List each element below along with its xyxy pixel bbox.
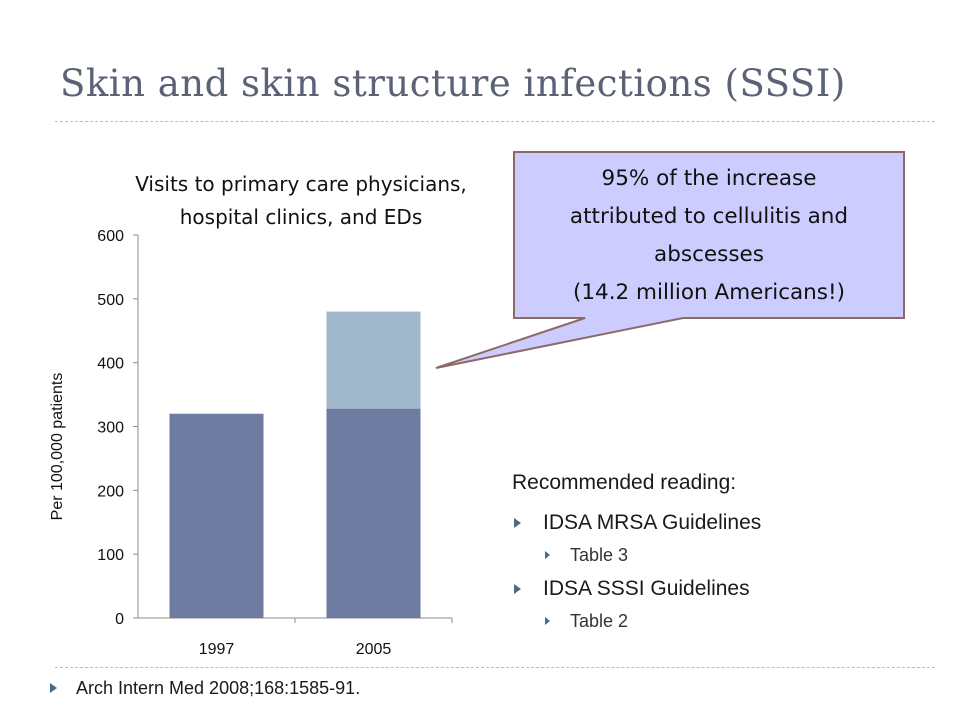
bullet-triangle-icon [514,584,521,594]
y-axis-label: Per 100,000 patients [49,373,66,521]
title-divider [55,121,935,122]
y-tick-label: 600 [97,228,124,245]
reading-subitem: Table 3 [512,544,932,566]
citation: Arch Intern Med 2008;168:1585-91. [50,677,360,699]
reading-subitem: Table 2 [512,610,932,632]
reading-item-label: IDSA MRSA Guidelines [543,511,762,534]
bullet-triangle-icon [514,518,521,528]
y-tick-label: 300 [97,420,124,437]
reading-subitem-label: Table 3 [570,545,629,565]
footer-divider [55,667,935,668]
recommended-reading: Recommended reading: IDSA MRSA Guideline… [512,470,932,642]
bar-segment [169,413,264,618]
chart-title: Visits to primary care physicians, hospi… [135,172,467,229]
reading-item: IDSA MRSA Guidelines [512,510,932,536]
y-tick-label: 200 [97,483,124,500]
reading-heading: Recommended reading: [512,471,737,494]
reading-item-label: IDSA SSSI Guidelines [543,577,750,600]
callout-line: abscesses [654,242,764,267]
bar-segment [326,408,421,618]
bullet-triangle-icon [50,683,57,693]
x-tick-label: 2005 [356,641,392,658]
callout-line: attributed to cellulitis and [569,204,849,229]
callout-line: 95% of the increase [601,166,817,191]
chart-bars [169,311,421,618]
y-tick-label: 0 [115,611,124,628]
slide-title: Skin and skin structure infections (SSSI… [60,62,846,105]
reading-item: IDSA SSSI Guidelines [512,576,932,602]
callout-bubble [435,151,905,369]
citation-text: Arch Intern Med 2008;168:1585-91. [76,678,361,698]
y-tick-label: 500 [97,292,124,309]
y-tick-label: 100 [97,547,124,564]
callout-text: 95% of the increase attributed to cellul… [516,160,902,312]
callout-line: (14.2 million Americans!) [572,280,846,305]
reading-subitem-label: Table 2 [570,611,629,631]
bar-segment [326,311,421,409]
bullet-triangle-icon [545,551,550,559]
x-tick-label: 1997 [199,641,235,658]
y-tick-label: 400 [97,356,124,373]
callout-shape [435,151,905,369]
bullet-triangle-icon [545,617,550,625]
